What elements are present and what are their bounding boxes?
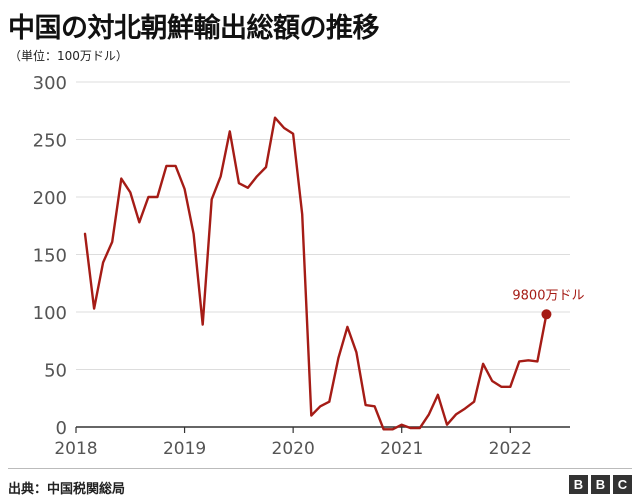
chart-title: 中国の対北朝鮮輸出総額の推移 xyxy=(8,13,380,44)
x-tick-label: 2021 xyxy=(380,439,423,459)
series-line xyxy=(83,116,548,431)
logo-letter: B xyxy=(591,475,610,494)
logo-letter: C xyxy=(613,475,632,494)
footer: 出典：中国税関総局 B B C xyxy=(0,468,640,499)
latest-value-label: 9800万ドル xyxy=(512,288,584,303)
y-tick-label: 0 xyxy=(56,418,67,439)
x-tick-label: 2018 xyxy=(54,439,97,459)
y-tick-label: 50 xyxy=(44,361,67,382)
x-tick-label: 2022 xyxy=(489,439,532,459)
y-tick-label: 100 xyxy=(33,303,67,324)
y-tick-label: 200 xyxy=(33,188,67,209)
latest-value-dot xyxy=(541,309,552,320)
y-tick-label: 300 xyxy=(33,73,67,94)
bbc-logo: B B C xyxy=(569,475,632,494)
x-tick-label: 2019 xyxy=(163,439,206,459)
x-tick-label: 2020 xyxy=(272,439,315,459)
line-chart: 0 50 100 150 200 250 300 2018 2019 2020 2021 2022 9… xyxy=(33,73,585,459)
logo-letter: B xyxy=(569,475,588,494)
y-tick-label: 150 xyxy=(33,246,67,267)
footer-divider xyxy=(8,468,632,469)
y-tick-label: 250 xyxy=(33,131,67,152)
unit-label: （単位：100万ドル） xyxy=(9,49,128,63)
source-note: 出典：中国税関総局 xyxy=(8,482,126,497)
